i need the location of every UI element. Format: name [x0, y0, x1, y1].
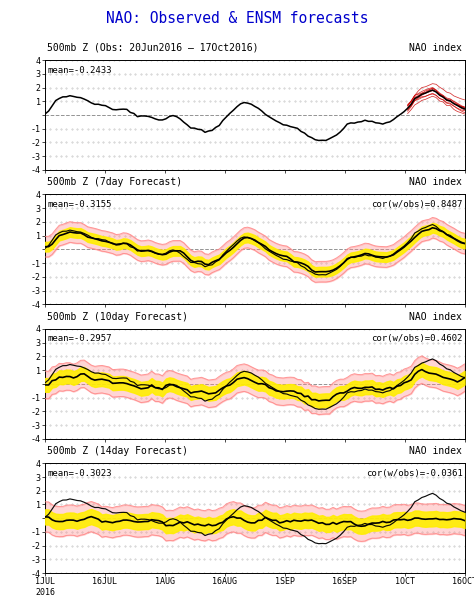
Text: 500mb Z (Obs: 20Jun2016 – 17Oct2016): 500mb Z (Obs: 20Jun2016 – 17Oct2016) — [47, 43, 259, 53]
Text: cor(w/obs)=-0.0361: cor(w/obs)=-0.0361 — [365, 469, 463, 478]
Text: mean=-0.3023: mean=-0.3023 — [47, 469, 112, 478]
Text: 500mb Z (14day Forecast): 500mb Z (14day Forecast) — [47, 446, 188, 456]
Text: mean=-0.2957: mean=-0.2957 — [47, 334, 112, 343]
Text: cor(w/obs)=0.8487: cor(w/obs)=0.8487 — [371, 200, 463, 209]
Text: NAO index: NAO index — [409, 446, 462, 456]
Text: NAO index: NAO index — [409, 177, 462, 188]
Text: mean=-0.3155: mean=-0.3155 — [47, 200, 112, 209]
Text: NAO: Observed & ENSM forecasts: NAO: Observed & ENSM forecasts — [106, 11, 368, 26]
Text: mean=-0.2433: mean=-0.2433 — [47, 66, 112, 75]
Text: 500mb Z (7day Forecast): 500mb Z (7day Forecast) — [47, 177, 182, 188]
Text: 500mb Z (10day Forecast): 500mb Z (10day Forecast) — [47, 311, 188, 322]
Text: cor(w/obs)=0.4602: cor(w/obs)=0.4602 — [371, 334, 463, 343]
Text: NAO index: NAO index — [409, 43, 462, 53]
Text: NAO index: NAO index — [409, 311, 462, 322]
